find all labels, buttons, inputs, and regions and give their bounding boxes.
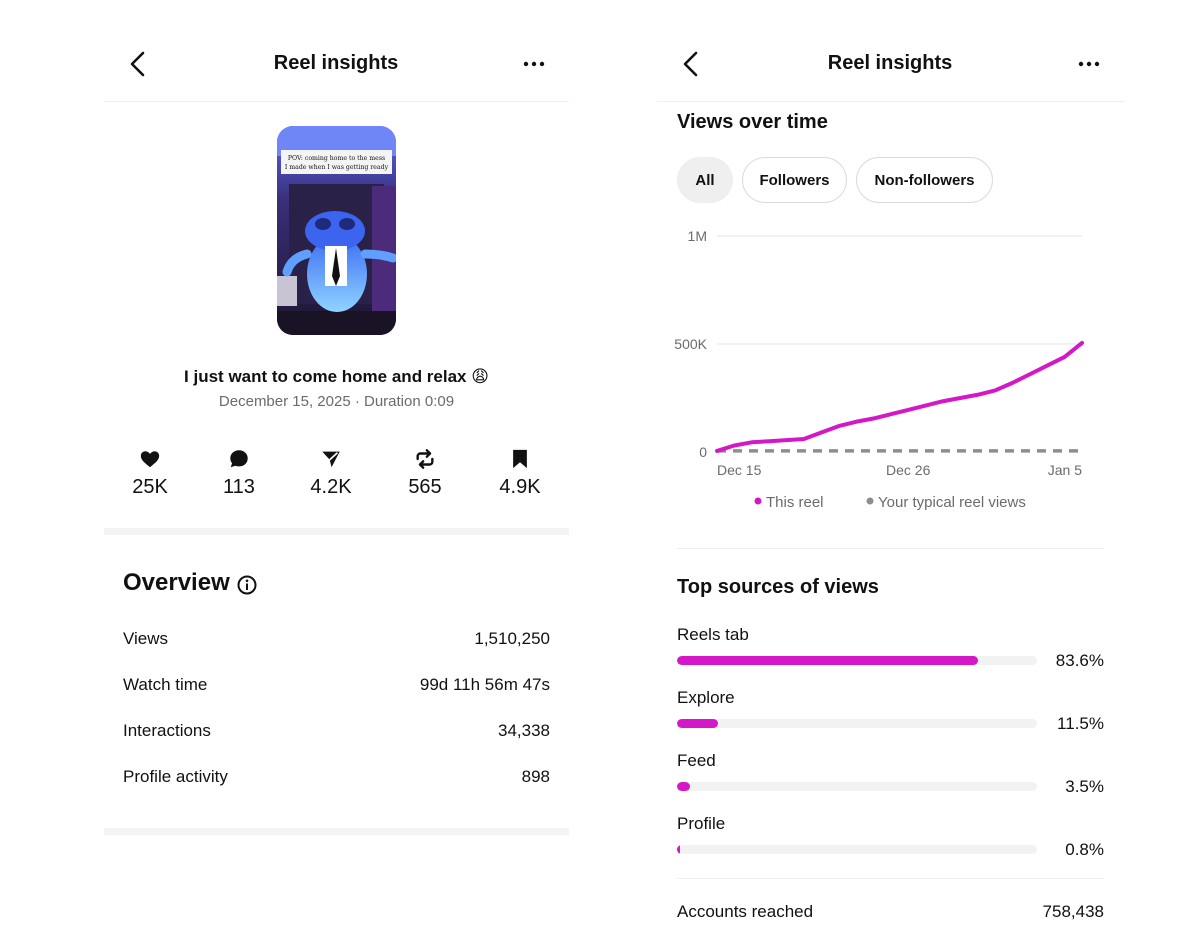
more-icon xyxy=(523,61,545,67)
x-tick-label: Jan 5 xyxy=(1048,462,1082,478)
reel-thumbnail[interactable]: POV: coming home to the mess I made when… xyxy=(277,126,396,335)
source-pct-profile: 0.8% xyxy=(1065,840,1104,859)
source-bar-reels-tab xyxy=(677,656,1037,665)
more-options-button[interactable] xyxy=(1072,50,1106,78)
repost-icon xyxy=(416,449,434,469)
x-tick-label: Dec 15 xyxy=(717,462,762,478)
header-divider xyxy=(104,101,569,102)
overview-label: Interactions xyxy=(123,721,211,740)
accounts-reached-value: 758,438 xyxy=(1042,902,1104,921)
likes-count: 25K xyxy=(132,476,168,498)
source-bar-profile xyxy=(677,845,1037,854)
overview-title: Overview xyxy=(123,569,230,596)
likes-stat: 25K xyxy=(105,448,195,499)
source-bar-explore xyxy=(677,719,1037,728)
source-pct-explore: 11.5% xyxy=(1057,714,1104,733)
more-icon xyxy=(1078,61,1100,67)
views-over-time-title: Views over time xyxy=(677,111,828,133)
accounts-reached-row[interactable]: Accounts reached 758,438 xyxy=(677,902,1104,922)
info-icon[interactable] xyxy=(236,574,258,596)
legend-label-this-reel: This reel xyxy=(766,494,824,511)
overview-row-interactions[interactable]: Interactions 34,338 xyxy=(123,721,550,741)
series-line-this-reel xyxy=(715,340,1084,453)
source-label-reels-tab: Reels tab xyxy=(677,625,749,644)
reel-meta: December 15, 2025 · Duration 0:09 xyxy=(218,393,455,410)
source-bar-feed xyxy=(677,782,1037,791)
back-button[interactable] xyxy=(124,48,154,80)
top-sources-title: Top sources of views xyxy=(677,576,879,598)
overview-value: 99d 11h 56m 47s xyxy=(419,675,550,694)
shares-count: 4.2K xyxy=(310,476,352,498)
comment-icon xyxy=(230,450,248,468)
legend-dot-this-reel xyxy=(754,497,762,505)
overview-label: Views xyxy=(123,629,169,648)
x-tick-label: Dec 26 xyxy=(886,462,931,478)
header-divider xyxy=(657,101,1125,102)
section-divider xyxy=(677,548,1104,549)
source-label-profile: Profile xyxy=(677,814,726,833)
right-screen: Reel insights Views over time All Follow… xyxy=(600,0,1200,948)
heart-icon xyxy=(140,451,160,468)
y-tick-label: 0 xyxy=(699,444,707,460)
thumbnail-caption-line1: POV: coming home to the mess xyxy=(288,155,385,162)
page-title: Reel insights xyxy=(273,52,399,74)
source-label-explore: Explore xyxy=(677,688,735,707)
reel-title: I just want to come home and relax 😩 xyxy=(184,367,489,386)
section-divider xyxy=(104,828,569,835)
shares-stat: 4.2K xyxy=(286,448,376,499)
more-options-button[interactable] xyxy=(517,50,551,78)
overview-row-views: Views 1,510,250 xyxy=(123,629,550,649)
back-button[interactable] xyxy=(677,48,707,80)
reposts-count: 565 xyxy=(408,476,442,498)
overview-row-profile-activity[interactable]: Profile activity 898 xyxy=(123,767,550,787)
overview-label: Profile activity xyxy=(123,767,228,786)
overview-value: 898 xyxy=(521,767,550,786)
legend-label-typical: Your typical reel views xyxy=(878,494,1026,511)
reposts-stat: 565 xyxy=(380,448,470,499)
y-tick-label: 500K xyxy=(674,336,707,352)
page-title: Reel insights xyxy=(827,52,953,74)
saves-stat: 4.9K xyxy=(475,448,565,499)
saves-count: 4.9K xyxy=(499,476,541,498)
filter-chip-non-followers[interactable]: Non-followers xyxy=(856,157,993,203)
comments-stat: 113 xyxy=(194,448,284,499)
source-pct-feed: 3.5% xyxy=(1065,777,1104,796)
chevron-left-icon xyxy=(683,51,698,77)
overview-value: 1,510,250 xyxy=(474,629,550,648)
comments-count: 113 xyxy=(223,476,255,498)
views-line-chart: 0 500K 1M Dec 15 Dec 26 Jan 5 This reel Your ty… xyxy=(674,228,1084,511)
legend-dot-typical xyxy=(866,497,874,505)
section-divider xyxy=(677,878,1104,879)
filter-chip-all[interactable]: All xyxy=(677,157,733,203)
left-screen: Reel insights xyxy=(104,48,569,835)
source-label-feed: Feed xyxy=(677,751,716,770)
overview-value: 34,338 xyxy=(498,721,550,740)
y-tick-label: 1M xyxy=(688,228,707,244)
filter-chip-followers[interactable]: Followers xyxy=(742,157,847,203)
chevron-left-icon xyxy=(130,51,145,77)
section-divider xyxy=(104,528,569,535)
overview-label: Watch time xyxy=(123,675,208,694)
source-pct-reels-tab: 83.6% xyxy=(1055,651,1104,670)
overview-row-watch-time: Watch time 99d 11h 56m 47s xyxy=(123,675,550,695)
share-icon xyxy=(322,451,340,468)
bookmark-icon xyxy=(513,449,527,469)
accounts-reached-label: Accounts reached xyxy=(677,902,814,921)
thumbnail-caption-line2: I made when I was getting ready xyxy=(285,164,389,171)
